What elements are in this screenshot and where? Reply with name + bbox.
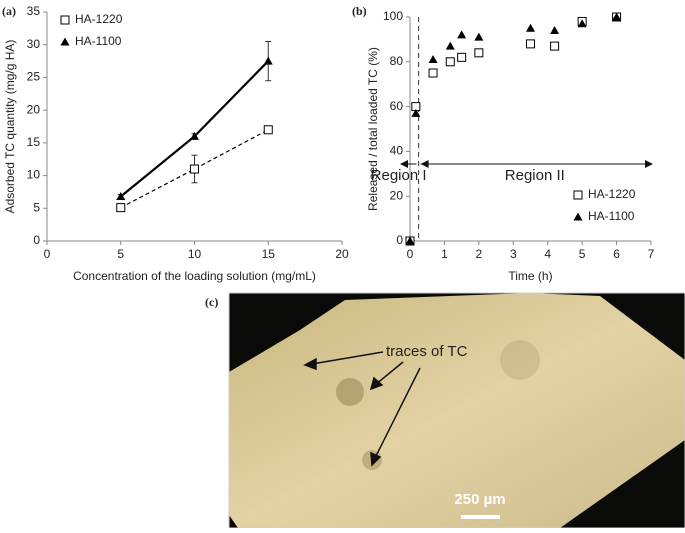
marker: [457, 52, 467, 62]
x-axis-label: Concentration of the loading solution (m…: [73, 269, 316, 283]
marker: [428, 68, 438, 78]
photo-annotation: traces of TC: [386, 343, 468, 360]
x-tick-label: 10: [188, 247, 202, 261]
y-tick-label: 25: [27, 70, 41, 84]
x-tick-label: 3: [510, 247, 517, 261]
legend-label: HA-1100: [588, 209, 635, 223]
photo: traces of TC 250 µm: [228, 292, 685, 529]
scale-bar-label: 250 µm: [454, 491, 505, 508]
y-tick-label: 60: [390, 99, 404, 113]
y-tick-label: 0: [33, 233, 40, 247]
x-axis-label: Time (h): [508, 269, 552, 283]
panel-label: (b): [352, 4, 367, 18]
marker: [445, 41, 455, 50]
region-label: Region II: [505, 167, 565, 184]
marker: [428, 55, 438, 64]
y-tick-label: 10: [27, 168, 41, 182]
y-tick-label: 35: [27, 4, 41, 18]
x-tick-label: 2: [476, 247, 483, 261]
arrow-head: [400, 160, 408, 168]
y-tick-label: 20: [390, 188, 404, 202]
marker: [457, 30, 467, 39]
marker: [526, 23, 535, 32]
legend-marker: [60, 37, 70, 46]
marker: [577, 19, 587, 28]
marker: [116, 203, 126, 213]
legend-marker: [573, 212, 583, 221]
x-tick-label: 5: [117, 247, 124, 261]
x-tick-label: 5: [579, 247, 586, 261]
legend-label: HA-1220: [588, 187, 636, 201]
marker: [445, 57, 455, 67]
marker: [612, 12, 622, 21]
y-axis-label: Adsorbed TC quantity (mg/g HA): [3, 40, 17, 214]
marker: [550, 41, 560, 51]
y-tick-label: 20: [27, 102, 41, 116]
panel-label: (c): [205, 295, 218, 309]
marker: [116, 192, 126, 201]
marker: [474, 32, 484, 41]
marker: [190, 164, 199, 174]
x-tick-label: 6: [613, 247, 620, 261]
region-label: Region I: [371, 167, 427, 184]
arrow-head: [420, 160, 429, 168]
panel-label: (a): [2, 4, 16, 18]
x-tick-label: 20: [335, 247, 349, 261]
y-tick-label: 15: [27, 135, 41, 149]
y-axis-label: Released / total loaded TC (%): [366, 47, 380, 211]
x-tick-label: 1: [441, 247, 448, 261]
marker: [263, 56, 273, 65]
x-tick-label: 7: [648, 247, 655, 261]
x-tick-label: 0: [407, 247, 414, 261]
marker: [474, 48, 484, 58]
marker: [263, 125, 273, 135]
y-tick-label: 5: [33, 200, 40, 214]
x-tick-label: 4: [544, 247, 551, 261]
legend-label: HA-1100: [75, 34, 122, 48]
marker: [411, 108, 421, 117]
y-tick-label: 100: [383, 9, 403, 23]
legend-marker: [573, 190, 583, 200]
y-tick-label: 30: [27, 37, 41, 51]
x-tick-label: 15: [262, 247, 276, 261]
x-tick-label: 0: [44, 247, 51, 261]
legend-label: HA-1220: [75, 12, 123, 26]
y-tick-label: 40: [390, 144, 404, 158]
y-tick-label: 80: [390, 54, 404, 68]
marker: [550, 25, 560, 34]
arrow-head: [645, 160, 653, 168]
legend-marker: [60, 15, 70, 25]
marker: [405, 236, 415, 245]
marker: [190, 131, 199, 140]
y-tick-label: 0: [396, 233, 403, 247]
marker: [526, 39, 535, 49]
